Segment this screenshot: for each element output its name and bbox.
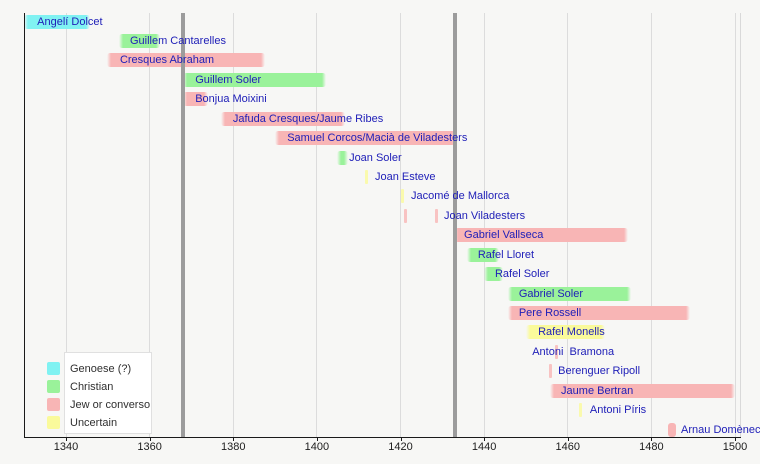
gridline-1480 <box>650 13 652 437</box>
timeline-bar <box>336 150 349 165</box>
x-tick-label-1440: 1440 <box>471 441 497 453</box>
legend-label-christian: Christian <box>70 381 114 393</box>
row-label: Angelí Dolcet <box>37 15 103 28</box>
x-tick-label-1500: 1500 <box>722 441 748 453</box>
x-tickmark-1440 <box>484 437 486 441</box>
timeline-bar <box>106 53 266 68</box>
x-tickmark-1480 <box>651 437 653 441</box>
row-label: Guillem Soler <box>195 73 262 86</box>
row-label: Jacomé de Mallorca <box>410 190 510 203</box>
timeline-bar <box>119 33 161 48</box>
timeline-bar <box>550 383 735 398</box>
timeline-event-tick <box>434 208 438 223</box>
row-label: Arnau Domènech <box>681 423 760 436</box>
gridline-1360 <box>149 13 151 437</box>
legend-panel <box>64 352 152 434</box>
x-tick-label-1340: 1340 <box>53 441 79 453</box>
row-label: Samuel Corcos/Macià de Viladesters <box>287 132 468 145</box>
gridline-1400 <box>316 13 318 437</box>
row-label: Joan Esteve <box>374 170 436 183</box>
timeline-event-tick <box>578 403 582 418</box>
timeline-bar <box>275 131 457 146</box>
row-label: Joan Soler <box>349 151 402 164</box>
timeline-bar <box>484 267 503 282</box>
gridline-1420 <box>400 13 401 437</box>
legend-swatch-uncertain <box>47 416 60 429</box>
timeline-event-tick <box>548 364 552 379</box>
legend-label-genoese: Genoese (?) <box>70 363 132 375</box>
timeline-event-tick <box>364 169 368 184</box>
row-label: Jafuda Cresques/Jaume Ribes <box>232 112 384 125</box>
x-tick-label-1460: 1460 <box>555 441 580 453</box>
x-tickmark-1400 <box>316 437 318 441</box>
x-tickmark-1380 <box>233 437 235 441</box>
gridline-1500 <box>734 13 736 437</box>
row-label: Gabriel Vallseca <box>464 229 544 242</box>
plot-right-edge <box>740 13 741 437</box>
row-label: Antoni Bramona <box>532 345 615 358</box>
guide-line-1433 <box>452 13 457 437</box>
gridline-1460 <box>567 13 569 437</box>
x-axis-line <box>23 437 741 438</box>
timeline-event-tick <box>404 208 408 223</box>
timeline-bar <box>668 422 677 437</box>
row-label: Gabriel Soler <box>518 287 584 300</box>
row-label: Jaume Bertran <box>561 384 634 397</box>
row-label: Bonjua Moixini <box>195 93 267 106</box>
x-tick-label-1420: 1420 <box>388 441 413 453</box>
legend-swatch-christian <box>47 380 60 393</box>
legend-swatch-genoese <box>47 362 60 375</box>
legend-label-jew: Jew or converso <box>70 399 151 411</box>
legend-swatch-jew <box>47 398 60 411</box>
gridline-1340 <box>65 13 67 437</box>
timeline-bar <box>221 111 345 126</box>
row-label: Joan Viladesters <box>443 209 526 222</box>
timeline-bar <box>24 14 90 29</box>
y-axis-spine <box>23 13 25 437</box>
row-label: Rafel Soler <box>494 268 550 281</box>
guide-line-1368 <box>181 13 186 437</box>
timeline-bar <box>183 72 327 87</box>
x-tickmark-1340 <box>66 437 67 441</box>
row-label: Antoni Píris <box>589 404 647 417</box>
timeline-bar <box>507 286 631 301</box>
row-label: Rafel Monells <box>538 326 605 339</box>
row-label: Pere Rossell <box>518 306 582 319</box>
row-label: Cresques Abraham <box>119 54 215 67</box>
timeline-bar <box>525 325 605 340</box>
x-tickmark-1420 <box>400 437 402 441</box>
row-label: Berenguer Ripoll <box>558 365 641 378</box>
x-tick-label-1480: 1480 <box>639 441 664 453</box>
row-label: Guillem Cantarelles <box>129 34 226 47</box>
x-tickmark-1500 <box>735 437 736 441</box>
x-tick-label-1380: 1380 <box>221 441 246 453</box>
timeline-bar <box>183 92 209 107</box>
x-tickmark-1360 <box>149 437 151 441</box>
x-tick-label-1400: 1400 <box>304 441 330 453</box>
legend-label-uncertain: Uncertain <box>70 417 118 429</box>
x-tick-label-1360: 1360 <box>137 441 162 453</box>
gridline-1380 <box>232 13 234 437</box>
timeline-event-tick <box>555 344 559 359</box>
timeline-bar <box>466 247 500 262</box>
row-label: Rafel Lloret <box>477 248 535 261</box>
timeline-bar <box>454 228 628 243</box>
timeline-bar <box>507 305 691 320</box>
gridline-1440 <box>483 13 485 437</box>
timeline-event-tick <box>400 189 404 204</box>
x-tickmark-1460 <box>567 437 569 441</box>
